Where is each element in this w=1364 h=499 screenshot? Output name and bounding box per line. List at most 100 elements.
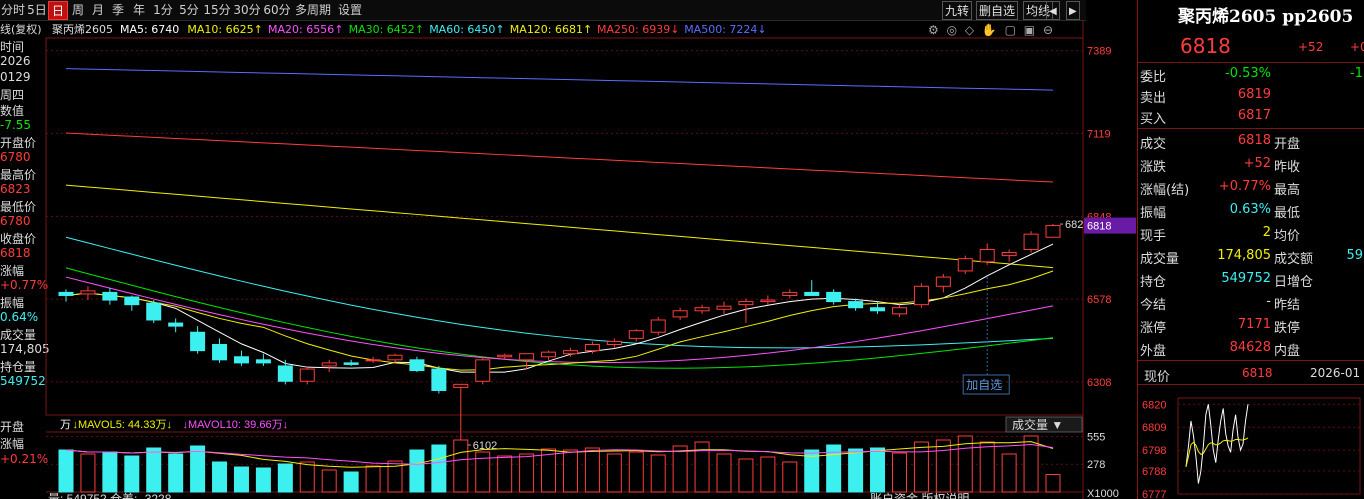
volume-bar-38 (891, 452, 907, 493)
high-marker-label: 6823 (1065, 219, 1089, 231)
quote-row2-label2: 最高 (1274, 183, 1301, 198)
period-tab-12[interactable]: 多周期 (294, 3, 331, 17)
ma-line-ma120 (65, 184, 1054, 269)
chart-tools-icons[interactable]: ⚙ ◎ ◇ ✋ ▢ ▣ ⊖ (928, 23, 1056, 37)
quote-row2-label2: 日增仓 (1274, 275, 1314, 290)
candle-body-9 (255, 359, 271, 364)
vol-change-value: +0.21% (0, 452, 49, 466)
weekday-value: 周四 (0, 88, 25, 102)
quote-row-value2: -1 (1350, 66, 1363, 81)
candle-body-14 (365, 359, 381, 362)
period-tab-1[interactable]: 5日 (27, 3, 47, 17)
price-tick-label-1: 7119 (1087, 128, 1111, 140)
candle-body-1 (80, 290, 96, 295)
intraday-mini-chart[interactable]: 6820 6809 6798 6788 6777 (1138, 386, 1364, 499)
quote-row2-label: 振幅 (1140, 206, 1167, 221)
mini-tick-label-0: 6820 (1142, 399, 1166, 411)
period-tab-8[interactable]: 5分 (179, 3, 199, 17)
add-watch-button (962, 374, 1010, 395)
quote-row2-value: +52 (1243, 156, 1271, 171)
amplitude-label: 振幅 (0, 296, 25, 310)
toolbar-btn-0[interactable]: 九转 (942, 1, 973, 20)
candle-body-11 (299, 368, 315, 382)
candle-body-15 (387, 354, 403, 361)
current-price-tag (1084, 217, 1136, 234)
quote-row-label: 卖出 (1140, 91, 1167, 106)
period-tab-7[interactable]: 1分 (153, 3, 173, 17)
open-label: 开盘价 (0, 136, 37, 150)
quote-row2-label2: 开盘 (1274, 137, 1301, 152)
volume-bar-30 (716, 453, 732, 493)
quote-row2-label2: 均价 (1274, 229, 1301, 244)
volume-label: 成交量 (0, 328, 37, 342)
candle-body-32 (760, 299, 776, 303)
volume-bar-16 (409, 449, 425, 493)
volume-bar-26 (628, 451, 644, 493)
quote-row-label: 买入 (1140, 112, 1167, 127)
period-tab-2[interactable]: 日 (48, 1, 68, 20)
volume-bar-8 (233, 466, 249, 493)
candle-body-16 (409, 359, 425, 372)
prev-arrow-icon[interactable]: ◀ (1046, 1, 1060, 20)
period-tab-6[interactable]: 年 (132, 3, 145, 17)
candle-body-28 (672, 310, 688, 318)
volume-tick-label-1: 278 (1087, 459, 1105, 471)
quote-row2-value: 549752 (1221, 271, 1271, 286)
amplitude-value: 0.64% (0, 310, 39, 324)
period-tab-10[interactable]: 30分 (233, 3, 261, 17)
change-value: +0.77% (0, 278, 49, 292)
mini-tick-label-2: 6798 (1142, 445, 1166, 457)
candle-body-0 (58, 291, 74, 296)
candle-body-43 (1001, 252, 1017, 257)
period-tab-4[interactable]: 月 (91, 3, 104, 17)
quote-row-label: 委比 (1140, 70, 1167, 85)
candle-body-30 (716, 305, 732, 310)
mini-frame (1177, 397, 1361, 495)
mavol5-line (65, 441, 1054, 468)
candle-body-35 (826, 291, 842, 303)
close-value: 6818 (0, 246, 31, 260)
candle-body-19 (475, 359, 491, 382)
ma-line-ma60 (65, 236, 1054, 349)
volume-legend-item-0: 万 (60, 419, 71, 431)
toolbar-btn-1[interactable]: 删自选 (976, 1, 1019, 20)
date-value: 0129 (0, 70, 31, 84)
candle-body-24 (584, 344, 600, 352)
next-arrow-icon[interactable]: ▶ (1066, 1, 1080, 20)
quote-row2-label2: 昨收 (1274, 160, 1301, 175)
volume-tick-label-0: 555 (1087, 432, 1105, 444)
period-tab-9[interactable]: 15分 (203, 3, 231, 17)
period-tab-13[interactable]: 设置 (337, 3, 362, 17)
period-tab-0[interactable]: 分时 (0, 3, 25, 17)
volume-bar-18 (453, 439, 469, 493)
candle-body-38 (891, 307, 907, 315)
now-value: 6818 (1242, 366, 1273, 380)
period-tab-3[interactable]: 周 (71, 3, 84, 17)
volume-bar-31 (738, 458, 754, 493)
mavol10-line (65, 443, 1054, 465)
ma-legend-item-7: MA500: 7224↓ (684, 23, 767, 36)
bottom-status-left: 量: 549752 仓差: -3228 (48, 492, 172, 499)
ma-legend-item-4: MA60: 6450↑ (429, 23, 505, 36)
volume-bar-28 (672, 445, 688, 493)
candle-body-33 (782, 291, 798, 296)
candle-body-18 (453, 383, 469, 388)
toolbar-btn-2[interactable]: 均线 (1023, 1, 1054, 20)
mini-tick-label-4: 6777 (1142, 489, 1166, 499)
mini-price-line (1185, 404, 1249, 484)
period-tab-11[interactable]: 60分 (263, 3, 291, 17)
volume-bar-11 (299, 461, 315, 493)
quote-row2-value: 84628 (1229, 340, 1271, 355)
quote-row2-label2: 跌停 (1274, 321, 1301, 336)
volume-bar-43 (1001, 453, 1017, 493)
quote-row2-label: 现手 (1140, 229, 1167, 244)
ma-line-ma10 (65, 270, 1054, 371)
price-tick-label-4: 6308 (1087, 377, 1111, 389)
quote-row2-value: 0.63% (1229, 202, 1271, 217)
period-tab-5[interactable]: 季 (111, 3, 124, 17)
year-value: 2026 (0, 54, 31, 68)
quote-row2-label: 涨幅(结) (1140, 183, 1190, 198)
quote-row2-value: 6818 (1237, 133, 1271, 148)
